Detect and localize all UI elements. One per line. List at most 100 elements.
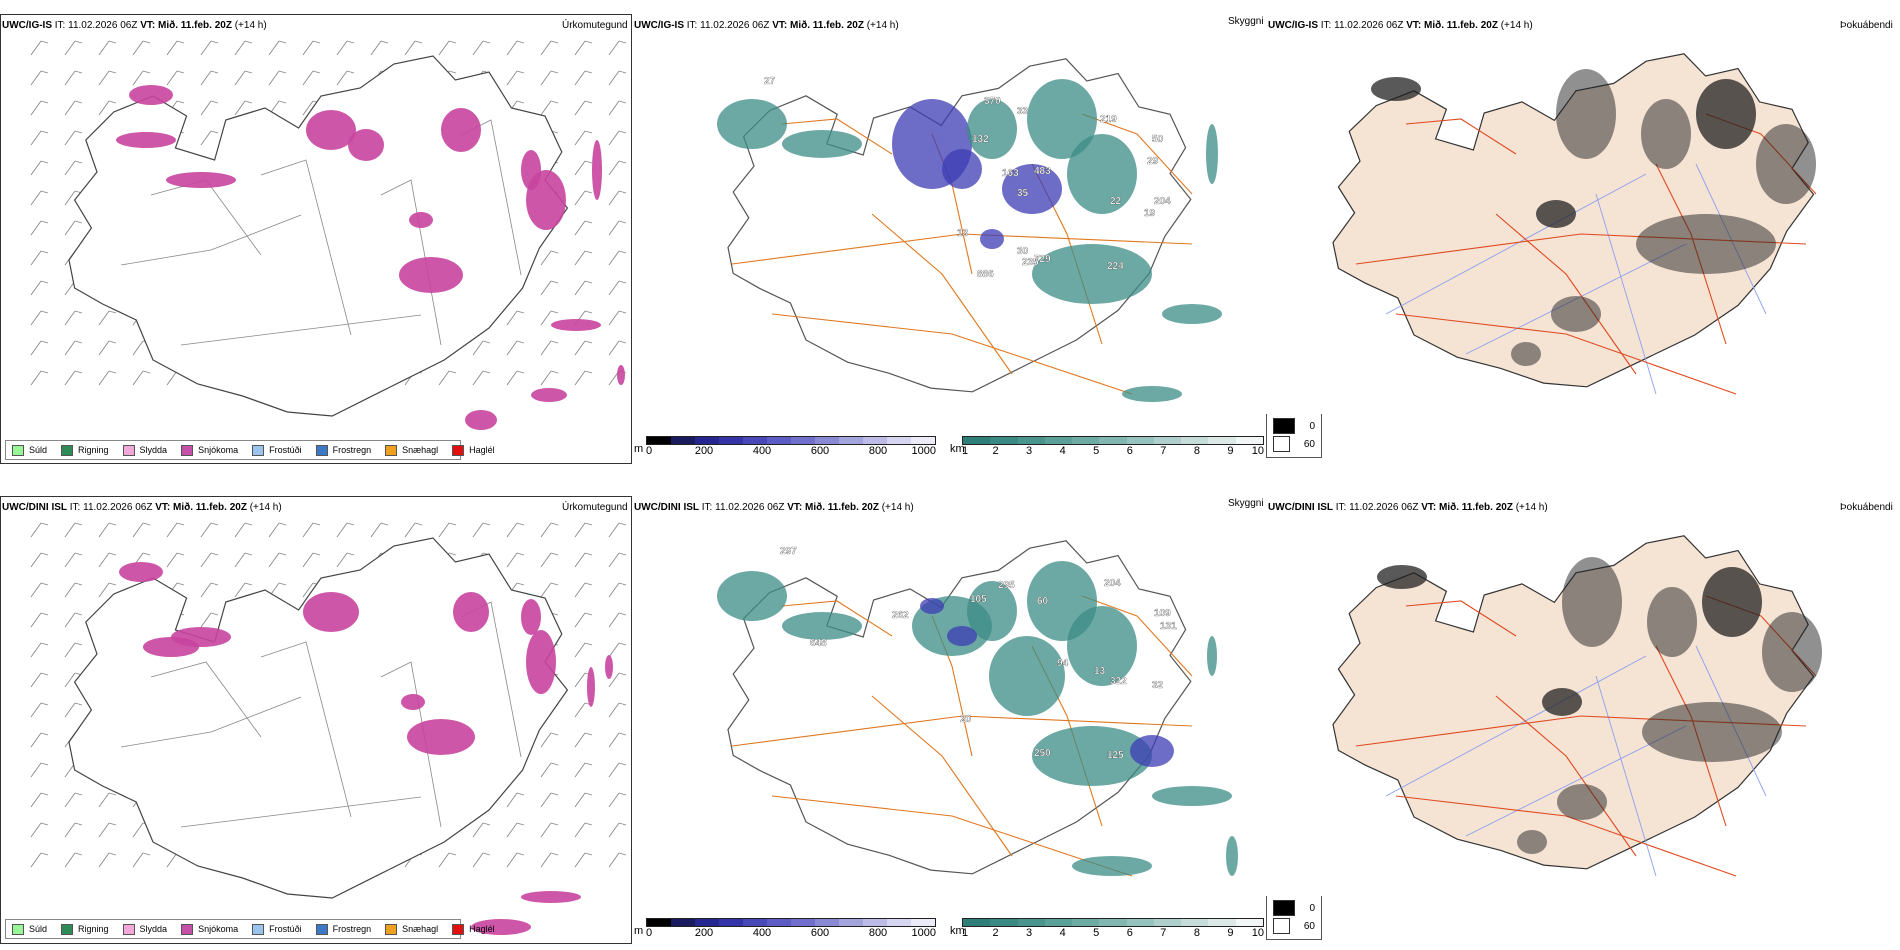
model-name: UWC/IG-IS: [1268, 20, 1318, 31]
it-label: IT:: [684, 20, 701, 31]
low-visibility-area: [1027, 79, 1097, 159]
fog-area: [1562, 557, 1622, 647]
wind-barb: [234, 100, 253, 116]
fog-legend-1: 0 60: [1266, 894, 1322, 940]
colorbar-tick: 2: [992, 927, 999, 939]
cloud-base-label: 32: [1152, 680, 1164, 691]
fog-legend-row: 0: [1273, 899, 1315, 917]
legend-swatch: [315, 923, 328, 935]
colorbar-scale: [962, 436, 1264, 445]
cloud-base-label: 105: [970, 594, 987, 605]
wind-barb: [30, 732, 49, 748]
wind-barb: [608, 522, 627, 538]
precip-map-0: [30, 40, 627, 430]
snow-area: [521, 891, 581, 903]
cloud-base-label: 163: [1002, 168, 1019, 179]
low-cloud-area: [920, 598, 944, 614]
wind-barb: [268, 552, 287, 568]
colorbar-tick: 600: [810, 927, 830, 939]
legend-swatch: [12, 923, 24, 935]
wind-barb: [64, 70, 83, 86]
wind-barb: [540, 40, 559, 56]
wind-barb: [574, 822, 593, 838]
wind-barb: [540, 280, 559, 296]
wind-barb: [540, 732, 559, 748]
wind-barb: [574, 370, 593, 386]
wind-barb: [608, 822, 627, 838]
cloud-base-label: 33: [1017, 106, 1029, 117]
fog-area: [1642, 702, 1782, 762]
legend-swatch: [252, 444, 265, 456]
snow-area: [617, 365, 625, 385]
snow-area: [587, 667, 595, 707]
wind-barb: [132, 522, 151, 538]
legend-label: Frostúði: [269, 445, 302, 455]
snow-area: [531, 388, 567, 402]
wind-barb: [98, 582, 117, 598]
legend-item: Snæhagl: [385, 444, 439, 456]
visibility-colorbar-0: km 1 2 3 4 5 6 7 8 9 10: [950, 436, 1264, 458]
wind-barb: [64, 702, 83, 718]
wind-barb: [166, 522, 185, 538]
legend-item: Snæhagl: [385, 923, 438, 935]
legend-swatch: [315, 444, 328, 456]
low-visibility-area: [1162, 304, 1222, 324]
wind-barb: [608, 582, 627, 598]
colorbar-step: [1017, 919, 1045, 926]
legend-swatch: [181, 444, 194, 456]
wind-barb: [506, 70, 525, 86]
colorbar-step: [791, 919, 815, 926]
snow-area: [521, 150, 541, 190]
wind-barb: [132, 70, 151, 86]
wind-barb: [608, 642, 627, 658]
wind-barb: [98, 522, 117, 538]
snow-area: [116, 132, 176, 148]
low-visibility-area: [1207, 636, 1217, 676]
colorbar-step: [963, 437, 991, 444]
wind-barb: [574, 582, 593, 598]
wind-barb: [98, 340, 117, 356]
fog-map-1: [1332, 535, 1822, 877]
wind-barb: [540, 250, 559, 266]
colorbar-step: [1235, 437, 1263, 444]
ceiling-colorbar-0: m 0 200 400 600 800 1000: [634, 436, 936, 458]
legend-label: Snæhagl: [402, 445, 439, 455]
wind-barb: [336, 70, 355, 86]
legend-swatch: [122, 444, 135, 456]
wind-barb: [574, 792, 593, 808]
snow-area: [407, 719, 475, 755]
wind-barb: [336, 552, 355, 568]
cloud-base-label: 224: [1107, 261, 1124, 272]
cloud-base-label: 132: [972, 134, 989, 145]
wind-barb: [574, 552, 593, 568]
vt-label: VT:: [1421, 502, 1440, 513]
snow-area: [465, 410, 497, 430]
colorbar-tick: 9: [1227, 927, 1234, 939]
wind-barb: [64, 340, 83, 356]
legend-item: Rigning: [61, 923, 109, 935]
it-label: IT:: [1333, 502, 1350, 513]
wind-barb: [302, 522, 321, 538]
wind-barb: [472, 340, 491, 356]
low-visibility-area: [717, 571, 787, 621]
wind-barb: [608, 280, 627, 296]
colorbar-scale: [646, 918, 936, 927]
wind-barb: [608, 190, 627, 206]
legend-label: Súld: [29, 445, 48, 455]
wind-barb: [302, 40, 321, 56]
colorbar-step: [887, 919, 911, 926]
wind-barb: [404, 40, 423, 56]
wind-barb: [540, 852, 559, 868]
init-time: 11.02.2026 06Z: [83, 502, 156, 513]
fog-legend-swatch: [1273, 900, 1296, 916]
wind-barb: [268, 522, 287, 538]
vt-label: VT:: [787, 502, 806, 513]
low-visibility-area: [967, 581, 1017, 641]
wind-barb: [234, 522, 253, 538]
wind-barb: [30, 40, 49, 56]
vt-label: VT:: [772, 20, 791, 31]
low-cloud-area: [947, 626, 977, 646]
legend-swatch: [122, 923, 135, 935]
low-visibility-area: [782, 130, 862, 158]
